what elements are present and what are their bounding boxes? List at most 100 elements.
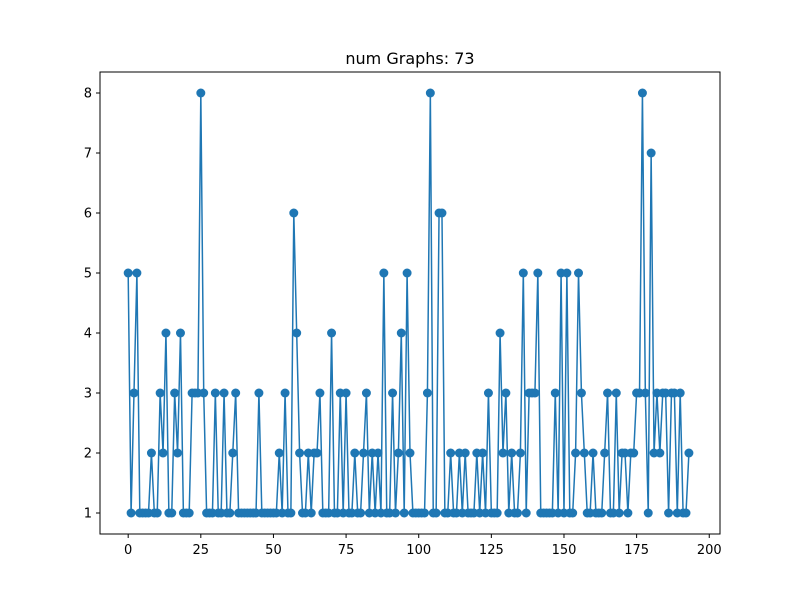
data-point [579, 448, 589, 458]
x-tick-label: 0 [124, 543, 132, 558]
data-point [655, 448, 665, 458]
data-point [327, 328, 337, 338]
data-point [379, 268, 389, 278]
y-tick-label: 1 [84, 507, 92, 522]
data-point [431, 508, 441, 518]
data-point [646, 148, 656, 158]
data-point [684, 448, 694, 458]
data-point [483, 388, 493, 398]
data-point [597, 508, 607, 518]
data-point [629, 448, 639, 458]
data-point [562, 268, 572, 278]
data-point [312, 448, 322, 458]
data-point [588, 448, 598, 458]
data-point [611, 388, 621, 398]
data-point [530, 388, 540, 398]
series-layer [123, 88, 694, 518]
data-point [292, 328, 302, 338]
data-point [437, 208, 447, 218]
data-point [210, 388, 220, 398]
x-tick-label: 50 [265, 543, 282, 558]
data-point [132, 268, 142, 278]
data-point [356, 508, 366, 518]
data-point [495, 328, 505, 338]
y-tick-label: 7 [84, 147, 92, 162]
x-tick-label: 25 [193, 543, 210, 558]
data-point [614, 508, 624, 518]
data-point [422, 388, 432, 398]
data-point [521, 508, 531, 518]
data-point [184, 508, 194, 518]
data-point [571, 448, 581, 458]
data-point [637, 88, 647, 98]
data-point [295, 448, 305, 458]
data-point [173, 448, 183, 458]
data-point [341, 388, 351, 398]
y-tick-label: 4 [84, 327, 92, 342]
data-point [152, 508, 162, 518]
data-point [550, 388, 560, 398]
data-point [402, 268, 412, 278]
data-point [254, 388, 264, 398]
data-point [155, 388, 165, 398]
data-point [643, 508, 653, 518]
data-point [640, 388, 650, 398]
data-point [199, 388, 209, 398]
x-tick-label: 150 [552, 543, 577, 558]
data-point [492, 508, 502, 518]
data-point [158, 448, 168, 458]
y-tick-label: 3 [84, 387, 92, 402]
data-point [123, 268, 133, 278]
data-point [576, 388, 586, 398]
data-point [390, 508, 400, 518]
data-point [675, 388, 685, 398]
data-point [359, 448, 369, 458]
data-point [225, 508, 235, 518]
data-point [306, 508, 316, 518]
data-point [478, 448, 488, 458]
x-tick-label: 175 [624, 543, 649, 558]
data-point [219, 388, 229, 398]
data-point [600, 448, 610, 458]
data-point [274, 448, 284, 458]
x-tick-label: 200 [697, 543, 722, 558]
data-point [405, 448, 415, 458]
data-point [393, 448, 403, 458]
y-tick-label: 8 [84, 87, 92, 102]
y-tick-label: 2 [84, 447, 92, 462]
data-point [170, 388, 180, 398]
data-point [518, 268, 528, 278]
y-tick-label: 5 [84, 267, 92, 282]
data-point [533, 268, 543, 278]
data-point [196, 88, 206, 98]
data-point [231, 388, 241, 398]
data-point [399, 508, 409, 518]
data-point [280, 388, 290, 398]
chart-title: num Graphs: 73 [345, 49, 474, 68]
data-point [498, 448, 508, 458]
data-point [126, 508, 136, 518]
data-point [315, 388, 325, 398]
data-point [129, 388, 139, 398]
data-point [425, 88, 435, 98]
data-point [373, 448, 383, 458]
data-point [228, 448, 238, 458]
x-tick-label: 125 [479, 543, 504, 558]
data-point [175, 328, 185, 338]
data-point [664, 508, 674, 518]
data-point [681, 508, 691, 518]
data-point [446, 448, 456, 458]
data-point [161, 328, 171, 338]
data-point [146, 448, 156, 458]
data-point [603, 388, 613, 398]
data-point [350, 448, 360, 458]
data-point [568, 508, 578, 518]
axis-layer: 0 25 50 75 100 125 150 175 200 1 2 3 4 5 6 7 8 [84, 87, 722, 559]
data-point [501, 388, 511, 398]
data-point [289, 208, 299, 218]
data-point [460, 448, 470, 458]
x-tick-label: 100 [406, 543, 431, 558]
